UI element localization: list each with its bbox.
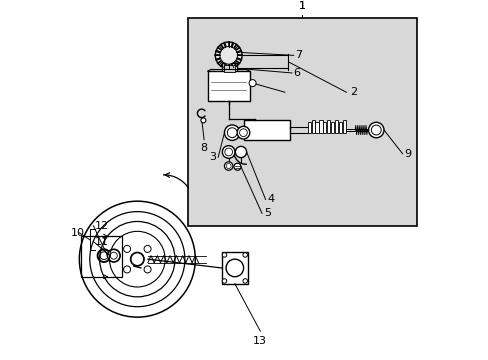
Circle shape	[201, 118, 205, 123]
Circle shape	[131, 253, 143, 265]
Circle shape	[220, 46, 237, 64]
Circle shape	[123, 266, 130, 273]
Bar	[222, 63, 237, 74]
Bar	[338, 122, 341, 133]
Bar	[334, 120, 337, 134]
Circle shape	[248, 80, 256, 87]
Bar	[311, 120, 314, 134]
Circle shape	[222, 253, 226, 257]
Bar	[221, 252, 247, 284]
Text: 13: 13	[253, 337, 267, 346]
Bar	[330, 122, 333, 133]
Text: 5: 5	[264, 208, 270, 219]
Circle shape	[233, 163, 241, 170]
Circle shape	[224, 162, 232, 170]
Circle shape	[215, 42, 242, 69]
Circle shape	[144, 246, 151, 252]
Text: 2: 2	[349, 87, 356, 97]
Circle shape	[370, 125, 381, 135]
Bar	[207, 71, 249, 101]
Bar	[81, 236, 121, 277]
Text: 12: 12	[95, 221, 109, 231]
Circle shape	[368, 122, 383, 138]
Text: 4: 4	[267, 194, 274, 204]
Text: 11: 11	[95, 237, 109, 247]
Circle shape	[224, 148, 232, 156]
Bar	[188, 18, 416, 226]
Bar	[224, 65, 235, 72]
Text: 3: 3	[209, 152, 216, 162]
Circle shape	[226, 163, 231, 168]
Circle shape	[144, 266, 151, 273]
Bar	[244, 120, 289, 140]
Circle shape	[235, 147, 246, 158]
Circle shape	[130, 252, 144, 266]
Text: 6: 6	[293, 68, 300, 78]
Bar	[319, 120, 322, 134]
Bar	[315, 122, 318, 133]
Text: 10: 10	[70, 228, 84, 238]
Text: 9: 9	[404, 149, 411, 159]
Circle shape	[243, 279, 247, 283]
Circle shape	[239, 129, 247, 136]
Circle shape	[225, 259, 243, 277]
Bar	[307, 122, 310, 133]
Circle shape	[222, 146, 235, 158]
Text: 8: 8	[200, 143, 207, 153]
Bar	[326, 120, 330, 134]
Bar	[323, 122, 326, 133]
Circle shape	[222, 279, 226, 283]
Circle shape	[227, 128, 237, 138]
Circle shape	[237, 126, 249, 139]
Text: 7: 7	[295, 50, 302, 60]
Bar	[342, 120, 345, 134]
Text: 1: 1	[298, 1, 305, 12]
Circle shape	[79, 201, 195, 317]
Circle shape	[243, 253, 247, 257]
Text: 1: 1	[298, 1, 305, 12]
Circle shape	[123, 246, 130, 252]
Circle shape	[224, 125, 240, 140]
